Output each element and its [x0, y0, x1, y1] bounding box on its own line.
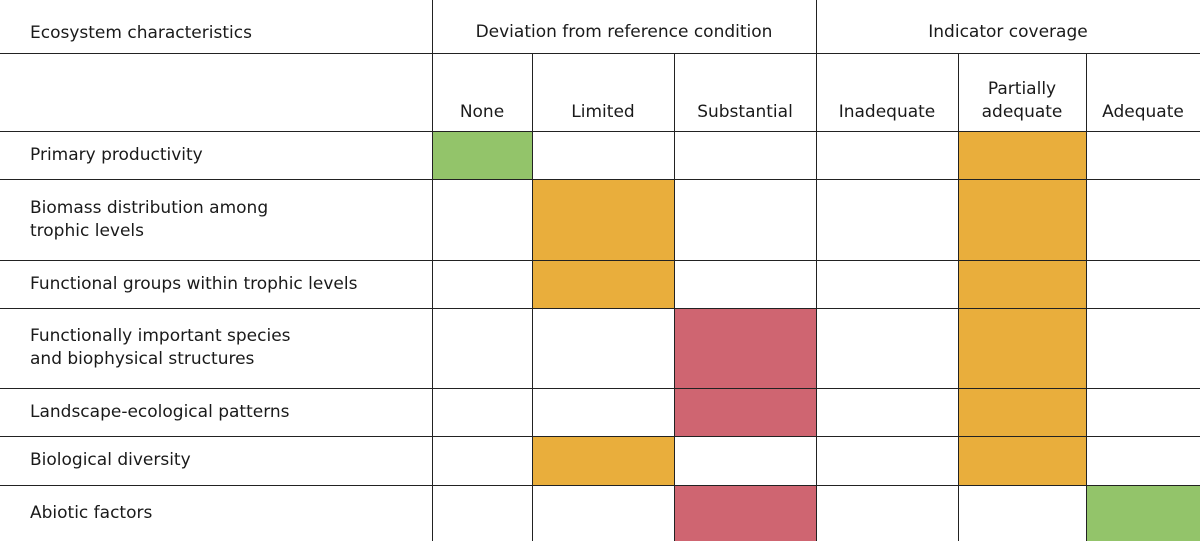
- status-cell: [674, 308, 816, 388]
- column-header: Inadequate: [838, 102, 936, 122]
- header-label: Ecosystem characteristics: [30, 23, 252, 43]
- h-rule: [0, 388, 1200, 389]
- v-rule: [674, 53, 675, 541]
- row-label: Biomass distribution among: [30, 197, 269, 218]
- status-cell: [958, 179, 1086, 260]
- v-rule: [958, 53, 959, 541]
- status-cell: [958, 260, 1086, 308]
- h-rule: [0, 131, 1200, 132]
- status-cell: [958, 308, 1086, 388]
- v-rule: [532, 53, 533, 541]
- h-rule: [0, 308, 1200, 309]
- row-label: Biological diversity: [30, 450, 191, 470]
- column-header: None: [459, 102, 505, 122]
- h-rule: [0, 53, 1200, 54]
- status-cell: [958, 388, 1086, 436]
- column-header: Adequate: [1102, 102, 1184, 122]
- v-rule: [432, 0, 433, 541]
- row-label: Landscape-ecological patterns: [30, 401, 290, 422]
- row-label: Primary productivity: [30, 144, 203, 165]
- status-cell: [532, 436, 674, 485]
- h-rule: [0, 260, 1200, 261]
- group-header: Indicator coverage: [928, 22, 1088, 42]
- h-rule: [0, 485, 1200, 486]
- column-header: Limited: [571, 102, 635, 122]
- row-label: Functionally important species: [30, 326, 291, 346]
- row-label: Functional groups within trophic levels: [30, 273, 358, 294]
- v-rule: [1086, 53, 1087, 541]
- status-cell: [1086, 485, 1200, 541]
- row-label: trophic levels: [30, 220, 145, 241]
- status-cell: [532, 260, 674, 308]
- h-rule: [0, 179, 1200, 180]
- column-header: adequate: [981, 102, 1063, 122]
- status-cell: [674, 485, 816, 541]
- status-cell: [674, 388, 816, 436]
- column-header: Partially: [987, 79, 1057, 99]
- row-label: Abiotic factors: [30, 502, 153, 523]
- status-cell: [958, 131, 1086, 179]
- status-cell: [432, 131, 532, 179]
- group-header: Deviation from reference condition: [475, 22, 773, 42]
- column-header: Substantial: [697, 102, 793, 122]
- v-rule: [816, 0, 817, 541]
- row-label: and biophysical structures: [30, 349, 255, 369]
- h-rule: [0, 436, 1200, 437]
- status-cell: [532, 179, 674, 260]
- status-cell: [958, 436, 1086, 485]
